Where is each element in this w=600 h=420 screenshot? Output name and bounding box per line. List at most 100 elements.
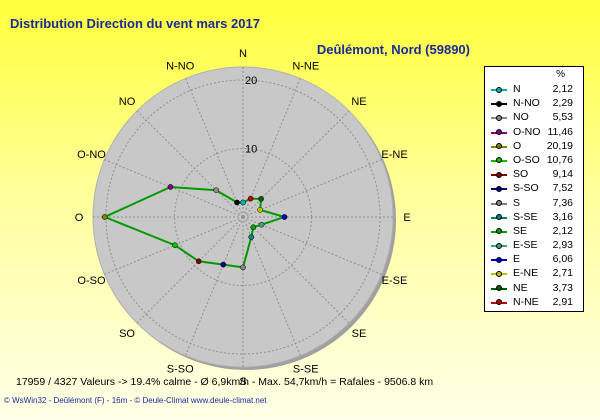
legend-value: 3,73 [552, 281, 573, 294]
legend-name: SE [513, 224, 528, 237]
grid-spoke [242, 78, 301, 218]
legend-value: 11,46 [547, 125, 574, 138]
legend-swatch [491, 256, 507, 263]
legend-row: S-SO 7,52 [485, 182, 583, 196]
data-point-so [195, 258, 202, 265]
legend-swatch [491, 200, 507, 206]
legend-name: E-SE [513, 239, 538, 252]
grid-spoke [242, 159, 382, 218]
legend-row: O 20,19 [485, 140, 583, 154]
legend-row: NO 5,53 [485, 111, 583, 125]
legend-swatch [491, 285, 507, 292]
data-point-o [101, 214, 108, 220]
legend-value: 3,16 [552, 210, 573, 223]
legend-row: E 6,06 [485, 253, 583, 267]
direction-label: S-SE [293, 364, 319, 376]
legend-value: 2,93 [552, 239, 573, 252]
legend-value: 2,29 [552, 97, 573, 110]
grid-spoke [104, 159, 244, 218]
legend-swatch [491, 100, 507, 107]
legend-name: S [513, 196, 521, 209]
stats-line: 17959 / 4327 Valeurs -> 19.4% calme - Ø … [16, 376, 434, 388]
legend-swatch [491, 270, 507, 277]
grid-spoke [136, 110, 244, 218]
legend-row: O-NO 11,46 [485, 126, 583, 140]
data-point-s-se [248, 234, 255, 240]
data-point-n-no [234, 199, 240, 206]
grid-spoke [136, 216, 244, 324]
legend-row: N-NO 2,29 [485, 97, 583, 111]
data-point-e-ne [257, 207, 264, 213]
direction-label: N [239, 48, 247, 60]
direction-label: E [403, 212, 410, 224]
legend-swatch [491, 228, 507, 235]
direction-label: O-NO [77, 149, 106, 161]
data-point-no [213, 187, 220, 194]
legend-swatch [491, 299, 507, 306]
legend-swatch [491, 214, 507, 221]
legend-name: NO [513, 111, 529, 124]
location-label: Deûlémont, Nord (59890) [316, 42, 470, 57]
legend-name: S-SE [513, 210, 538, 223]
legend-value: 2,71 [552, 267, 573, 280]
legend-row: E-SE 2,93 [485, 239, 583, 253]
legend-swatch [491, 157, 507, 164]
direction-label: SO [119, 328, 135, 340]
legend-swatch [491, 143, 507, 150]
data-point-o-so [172, 242, 178, 249]
legend-name: N [513, 83, 521, 95]
data-point-e [281, 214, 288, 220]
legend-row: N 2,12 [485, 83, 583, 97]
data-point-e-se [258, 221, 265, 228]
legend-row: O-SO 10,76 [485, 154, 583, 168]
legend-name: E [513, 253, 521, 266]
legend-name: S-SO [513, 182, 539, 195]
ring-label: 10 [245, 144, 257, 156]
legend-value: 7,36 [552, 196, 573, 209]
legend-value: 2,12 [552, 224, 573, 237]
legend-swatch [491, 129, 507, 136]
direction-label: S [239, 376, 246, 388]
legend: % N 2,12 N-NO 2,29 NO 5,53 O-NO 11,46 O 20,19 O-SO… [484, 66, 584, 312]
legend-row: NE 3,73 [485, 282, 583, 296]
data-point-s-so [220, 261, 227, 268]
legend-row: S 7,36 [485, 197, 583, 211]
legend-value: 2,91 [552, 295, 573, 308]
grid-spoke [104, 216, 244, 275]
data-point-s [240, 264, 246, 271]
direction-label: E-NE [381, 149, 407, 161]
data-point-ne [258, 196, 264, 202]
direction-label: NO [119, 96, 136, 108]
ring-label: 20 [245, 75, 257, 87]
direction-label: E-SE [382, 275, 408, 287]
direction-label: S-SO [167, 364, 194, 376]
grid-spoke [242, 216, 350, 324]
legend-name: O-NO [513, 125, 541, 138]
chart-title: Distribution Direction du vent mars 2017 [10, 16, 260, 31]
legend-name: N-NE [513, 295, 539, 308]
legend-name: N-NO [513, 97, 540, 110]
legend-name: O [513, 139, 522, 152]
legend-row: E-NE 2,71 [485, 267, 583, 281]
legend-value: 20,19 [546, 139, 573, 152]
legend-row: N-NE 2,91 [485, 296, 583, 310]
legend-swatch [491, 185, 507, 192]
legend-value: 7,52 [552, 182, 573, 195]
direction-label: N-NO [166, 60, 195, 72]
footer-credits: © WsWin32 - Deûlémont (F) - 16m - © Deul… [4, 396, 267, 405]
legend-swatch [491, 114, 507, 121]
legend-value: 9,14 [552, 168, 573, 181]
direction-label: NE [351, 96, 366, 108]
legend-value: 10,76 [546, 153, 573, 166]
legend-value: 6,06 [552, 253, 573, 266]
legend-name: E-NE [513, 267, 539, 280]
grid-spoke [242, 216, 382, 275]
legend-row: SO 9,14 [485, 168, 583, 182]
legend-swatch [491, 242, 507, 249]
grid-spoke [242, 216, 301, 356]
grid-spoke [185, 78, 244, 218]
data-point-n-ne [247, 195, 254, 202]
data-point-o-no [167, 184, 174, 190]
legend-row: SE 2,12 [485, 225, 583, 239]
